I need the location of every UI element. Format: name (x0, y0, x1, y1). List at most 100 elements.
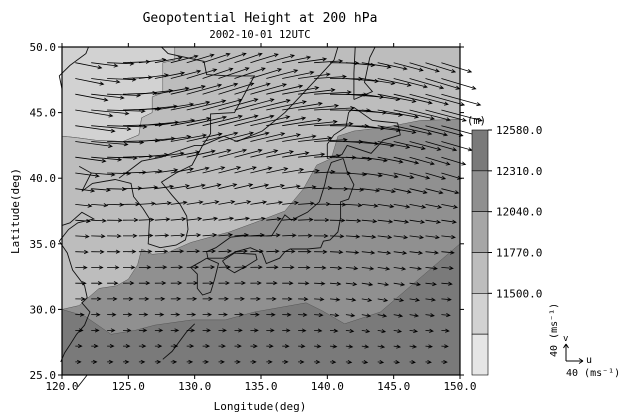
wind-vector (266, 200, 284, 205)
wind-vector (266, 100, 307, 111)
coastline-kyushu (189, 257, 220, 296)
wind-vector (170, 249, 185, 254)
wind-vector (250, 216, 266, 221)
wind-vector (123, 359, 130, 364)
wind-vector (441, 297, 452, 302)
colorbar-bin (471, 333, 489, 376)
wind-vector (425, 62, 457, 73)
axes: 120.0 125.0 130.0 135.0 140.0 145.0 150.0 25.0 3… (30, 41, 477, 393)
wind-vector (218, 312, 228, 317)
wind-vector (409, 282, 422, 287)
wind-vector (298, 344, 306, 349)
y-axis-label: Latitude(deg) (9, 168, 22, 254)
wind-vector (441, 109, 483, 122)
wind-vector (218, 359, 225, 364)
coastline-hokkaido (326, 106, 401, 159)
wind-vector (441, 328, 450, 333)
wind-vector (154, 265, 168, 270)
wind-vector (409, 156, 435, 166)
wind-vector (250, 183, 270, 190)
wind-vector (170, 344, 179, 349)
wind-vector (377, 93, 417, 103)
wind-vector (170, 133, 208, 142)
wind-vector (266, 265, 279, 270)
wind-vector (154, 233, 170, 238)
y-tick-label: 35.0 (30, 238, 57, 251)
wind-vector (393, 188, 412, 194)
wind-vector (393, 297, 405, 302)
wind-vector (441, 250, 455, 255)
wind-vector (425, 250, 439, 255)
wind-vector (393, 156, 420, 165)
wind-vector (123, 296, 134, 301)
wind-vector (107, 312, 117, 317)
wind-vector (107, 359, 114, 364)
wind-vector (138, 217, 155, 222)
wind-vector (91, 156, 123, 162)
wind-vector (91, 93, 125, 100)
wind-vector (234, 328, 243, 333)
wind-vector (250, 328, 259, 333)
wind-vector (314, 312, 324, 318)
wind-vector (409, 313, 420, 318)
wind-vector (234, 200, 252, 205)
wind-vector (314, 90, 352, 95)
wind-vector (298, 281, 310, 286)
wind-vector (75, 78, 105, 86)
wind-vector (218, 52, 247, 64)
wind-vector (138, 233, 154, 238)
wind-vector (138, 296, 150, 301)
wind-vector (361, 78, 396, 86)
wind-vector (234, 148, 263, 158)
wind-vector (250, 115, 291, 127)
wind-vector (298, 152, 326, 158)
wind-vector (138, 328, 148, 333)
wind-vector (409, 93, 449, 106)
wind-vector (234, 296, 245, 301)
wind-vector (377, 235, 393, 240)
wind-vector (329, 359, 337, 365)
wind-vector (218, 216, 235, 221)
wind-vector (329, 328, 339, 333)
x-tick-label: 140.0 (311, 380, 344, 393)
wind-vector (138, 88, 174, 95)
wind-vector (218, 280, 230, 286)
wind-vector (138, 201, 156, 206)
wind-vector (441, 344, 449, 349)
wind-vector (409, 78, 445, 90)
wind-vector (75, 265, 88, 270)
wind-vector (218, 344, 226, 349)
wind-vector (202, 200, 220, 205)
ref-u-arrowhead (578, 358, 584, 364)
coastline-sakhalin (353, 46, 376, 100)
wind-vector (170, 150, 201, 158)
wind-vector (91, 249, 105, 254)
wind-vector (345, 313, 356, 318)
wind-vector (282, 265, 295, 270)
wind-vector (314, 281, 326, 286)
wind-vector (170, 233, 186, 238)
wind-vector (234, 67, 266, 79)
wind-vector (154, 296, 166, 301)
wind-vector (314, 106, 356, 111)
wind-vector (282, 312, 292, 317)
wind-vector (393, 109, 436, 121)
wind-vector (218, 114, 259, 127)
wind-vector (154, 86, 190, 95)
wind-vector (282, 101, 323, 111)
wind-vector (409, 360, 416, 365)
wind-vector (107, 171, 132, 176)
wind-vector (186, 68, 218, 79)
wind-vector (393, 93, 433, 105)
wind-vector (91, 296, 102, 301)
wind-vector (377, 297, 389, 303)
wind-vector (282, 134, 317, 142)
wind-vector (202, 233, 218, 238)
wind-vector (218, 232, 234, 238)
wind-vector (170, 265, 184, 270)
wind-vector (425, 172, 447, 180)
wind-vector (361, 344, 370, 349)
wind-vector (91, 109, 130, 116)
wind-vector (75, 344, 83, 349)
wind-vector (122, 249, 137, 254)
